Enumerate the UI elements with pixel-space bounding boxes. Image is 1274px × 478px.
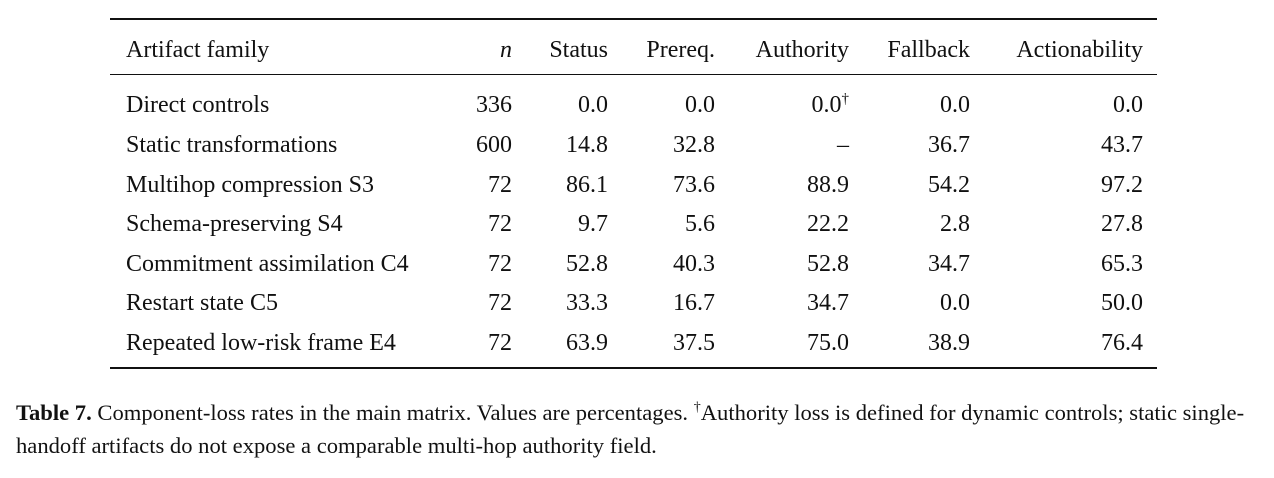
header-cell: Prereq. (646, 37, 715, 63)
row-label: Repeated low-risk frame E4 (126, 330, 396, 356)
table-cell: 22.2 (807, 211, 849, 237)
table-cell: 5.6 (685, 211, 715, 237)
table-cell: – (837, 132, 849, 158)
header-cell: Status (549, 37, 608, 63)
caption-text: Component-loss rates in the main matrix.… (97, 400, 689, 425)
table-cell: 27.8 (1101, 211, 1143, 237)
table-cell: 72 (488, 330, 512, 356)
table-cell: 43.7 (1101, 132, 1143, 158)
table-cell: 0.0 (578, 92, 608, 118)
header-cell: Fallback (887, 37, 970, 63)
table-cell: 50.0 (1101, 290, 1143, 316)
table-cell: 88.9 (807, 172, 849, 198)
table-cell: 75.0 (807, 330, 849, 356)
table-cell: 36.7 (928, 132, 970, 158)
header-cell: Authority (755, 37, 849, 63)
table-cell: 33.3 (566, 290, 608, 316)
table-cell: 40.3 (673, 251, 715, 277)
caption-note: Authority loss is defined for dynamic co… (16, 400, 1245, 458)
table-cell: 0.0 (940, 92, 970, 118)
table-cell: 600 (476, 132, 512, 158)
table-cell: 54.2 (928, 172, 970, 198)
row-label: Direct controls (126, 92, 270, 118)
table-cell: 52.8 (807, 251, 849, 277)
bottom-rule (110, 367, 1157, 369)
table-cell: 0.0 (1113, 92, 1143, 118)
table-cell: 76.4 (1101, 330, 1143, 356)
header-cell: Artifact family (126, 37, 270, 63)
table-cell: 72 (488, 172, 512, 198)
table-cell: 65.3 (1101, 251, 1143, 277)
table-cell: 72 (488, 251, 512, 277)
footnote-mark: † (693, 400, 701, 415)
cell-value: 0.0 (811, 92, 842, 118)
table-cell: 14.8 (566, 132, 608, 158)
table-cell: 16.7 (673, 290, 715, 316)
table-cell: 34.7 (807, 290, 849, 316)
table-cell: 37.5 (673, 330, 715, 356)
table-cell: 73.6 (673, 172, 715, 198)
table-cell: 0.0 (940, 290, 970, 316)
row-label: Multihop compression S3 (126, 172, 375, 198)
caption-label: Table 7. (16, 400, 92, 425)
row-label: Schema-preserving S4 (126, 211, 343, 237)
table-cell: 38.9 (928, 330, 970, 356)
table-cell: 0.0 (685, 92, 715, 118)
top-rule (110, 18, 1157, 20)
table-cell: 72 (488, 211, 512, 237)
row-label: Static transformations (126, 132, 338, 158)
table-cell: 86.1 (566, 172, 608, 198)
table-cell: 63.9 (566, 330, 608, 356)
header-cell: n (500, 37, 512, 63)
row-label: Restart state C5 (126, 290, 278, 316)
table-cell: 32.8 (673, 132, 715, 158)
footnote-mark: † (841, 91, 850, 107)
table-cell: 0.0† (812, 90, 850, 120)
table-cell: 52.8 (566, 251, 608, 277)
mid-rule (110, 74, 1157, 76)
table-cell: 336 (476, 92, 512, 118)
header-cell: Actionability (1016, 37, 1143, 63)
table-cell: 34.7 (928, 251, 970, 277)
table-cell: 97.2 (1101, 172, 1143, 198)
table-cell: 2.8 (940, 211, 970, 237)
table-cell: 72 (488, 290, 512, 316)
table-cell: 9.7 (578, 211, 608, 237)
caption: Table 7. Component-loss rates in the mai… (16, 396, 1266, 462)
row-label: Commitment assimilation C4 (126, 251, 409, 277)
